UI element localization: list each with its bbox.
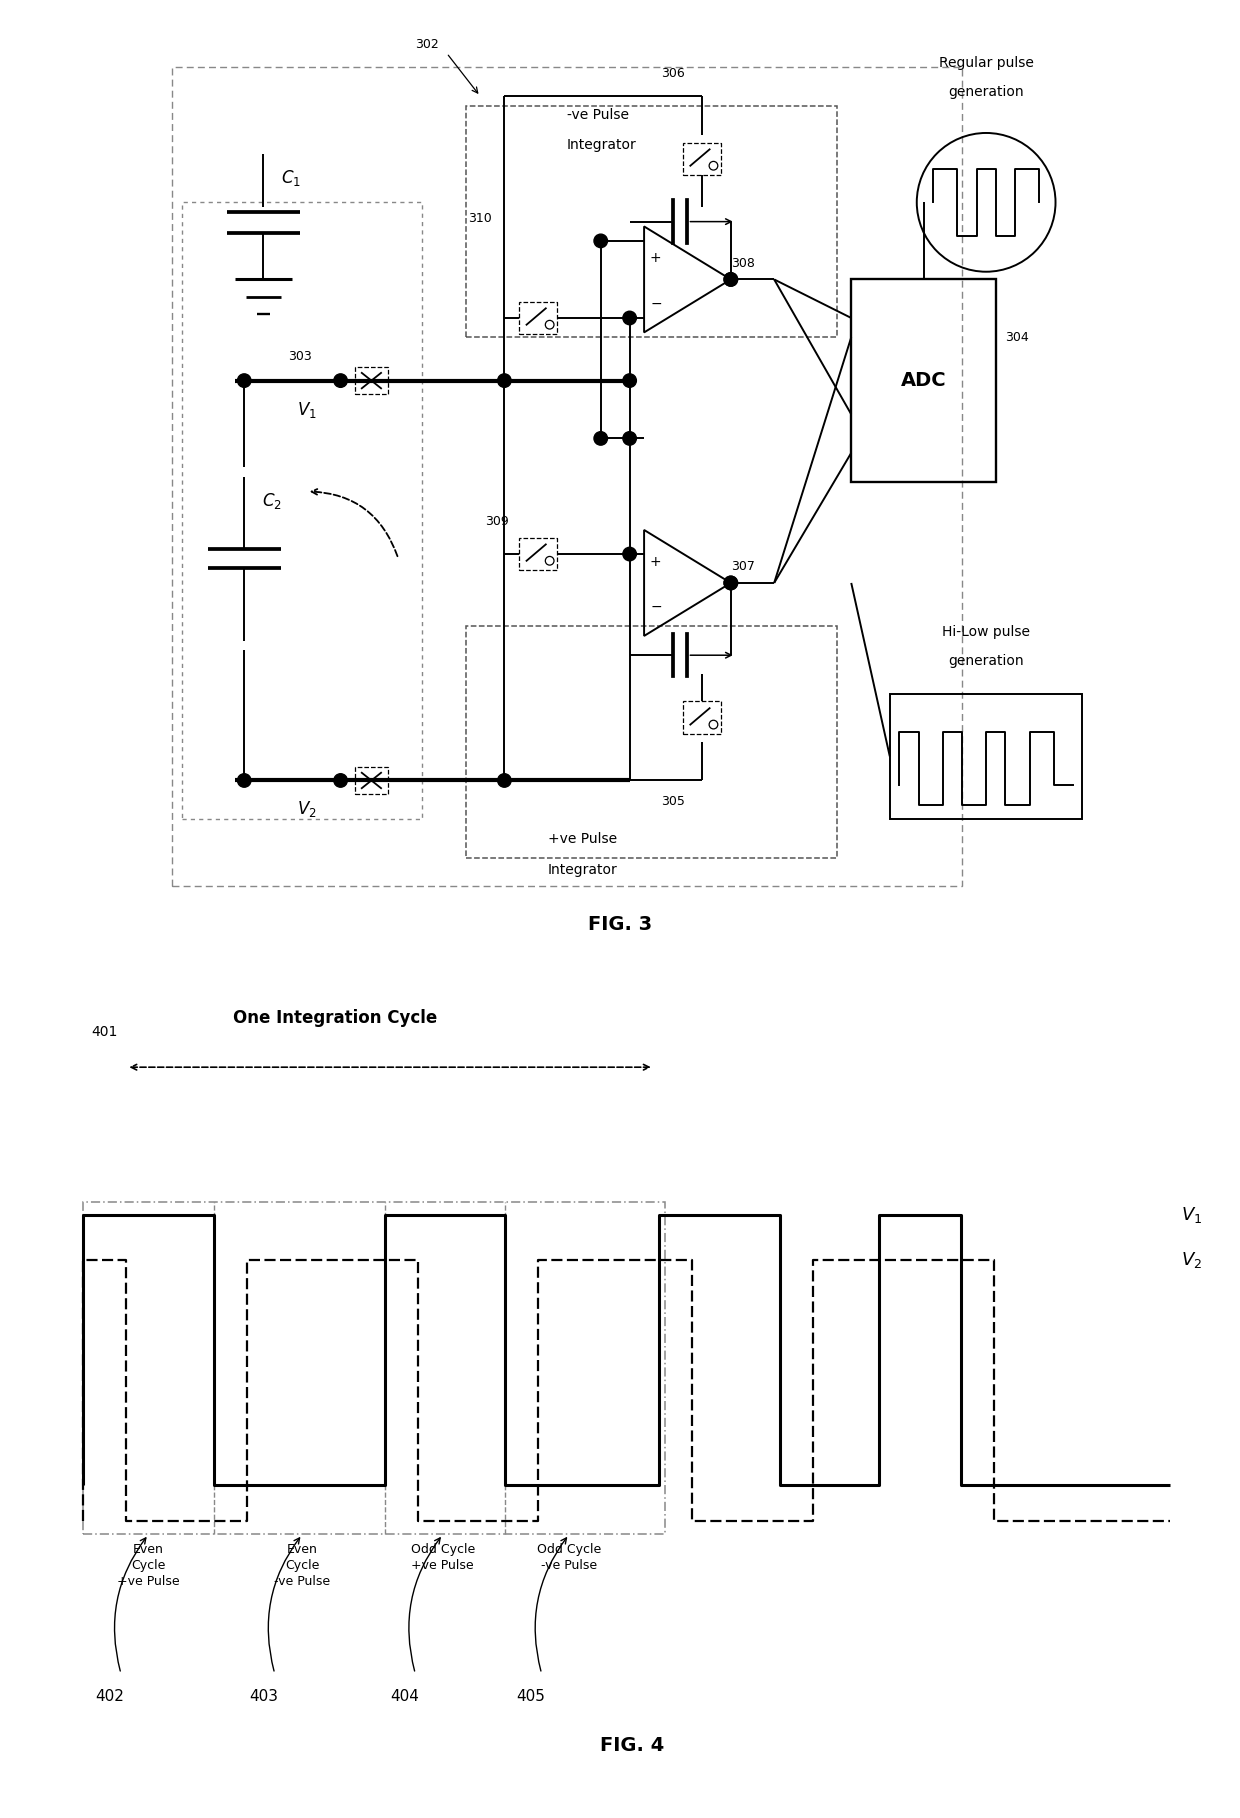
Text: +ve Pulse: +ve Pulse [548, 833, 616, 845]
Text: Even
Cycle
+ve Pulse: Even Cycle +ve Pulse [117, 1543, 180, 1589]
FancyBboxPatch shape [683, 702, 722, 734]
FancyBboxPatch shape [355, 767, 388, 794]
Text: $C_2$: $C_2$ [262, 491, 281, 511]
Circle shape [594, 235, 608, 247]
FancyBboxPatch shape [518, 302, 557, 335]
FancyBboxPatch shape [518, 538, 557, 571]
Circle shape [724, 576, 738, 589]
FancyBboxPatch shape [355, 367, 388, 395]
Text: $-$: $-$ [650, 600, 662, 613]
Text: FIG. 3: FIG. 3 [588, 916, 652, 934]
Circle shape [594, 431, 608, 445]
Text: generation: generation [949, 654, 1024, 667]
Text: $V_2$: $V_2$ [1180, 1251, 1202, 1271]
Circle shape [622, 547, 636, 560]
Text: +: + [650, 554, 661, 569]
Text: 307: 307 [730, 560, 755, 573]
Text: One Integration Cycle: One Integration Cycle [233, 1009, 438, 1027]
Text: 401: 401 [92, 1025, 118, 1038]
Text: ADC: ADC [900, 371, 946, 391]
Circle shape [238, 375, 250, 387]
Text: $V_1$: $V_1$ [1180, 1205, 1202, 1225]
Text: Hi-Low pulse: Hi-Low pulse [942, 625, 1030, 638]
Text: $V_1$: $V_1$ [298, 400, 317, 420]
Text: +: + [650, 251, 661, 265]
Text: generation: generation [949, 85, 1024, 100]
Text: Integrator: Integrator [567, 138, 637, 153]
Text: 308: 308 [730, 256, 755, 269]
Text: Odd Cycle
-ve Pulse: Odd Cycle -ve Pulse [537, 1543, 601, 1573]
FancyBboxPatch shape [683, 142, 722, 175]
Text: Odd Cycle
+ve Pulse: Odd Cycle +ve Pulse [410, 1543, 475, 1573]
Text: 306: 306 [661, 67, 684, 80]
Text: $V_2$: $V_2$ [298, 800, 317, 820]
Circle shape [724, 273, 738, 285]
Text: Integrator: Integrator [548, 864, 618, 876]
Text: 402: 402 [95, 1689, 124, 1703]
Circle shape [334, 375, 347, 387]
Text: 403: 403 [249, 1689, 278, 1703]
Text: 305: 305 [661, 794, 684, 807]
Circle shape [622, 431, 636, 445]
Circle shape [497, 774, 511, 787]
Text: 405: 405 [516, 1689, 546, 1703]
Text: 304: 304 [1006, 331, 1029, 344]
Text: Regular pulse: Regular pulse [939, 56, 1034, 71]
Text: 404: 404 [389, 1689, 419, 1703]
Circle shape [497, 375, 511, 387]
Circle shape [238, 774, 250, 787]
Circle shape [622, 375, 636, 387]
Text: $C_1$: $C_1$ [280, 169, 301, 189]
Text: FIG. 4: FIG. 4 [600, 1736, 663, 1754]
Circle shape [724, 576, 738, 589]
Text: 310: 310 [467, 211, 491, 225]
Text: Even
Cycle
-ve Pulse: Even Cycle -ve Pulse [274, 1543, 330, 1589]
Circle shape [724, 273, 738, 285]
Text: 309: 309 [485, 514, 508, 529]
Text: 303: 303 [288, 351, 311, 364]
Text: $-$: $-$ [650, 296, 662, 309]
Text: -ve Pulse: -ve Pulse [567, 109, 629, 122]
Circle shape [334, 774, 347, 787]
Text: 302: 302 [415, 38, 439, 51]
Circle shape [622, 311, 636, 325]
